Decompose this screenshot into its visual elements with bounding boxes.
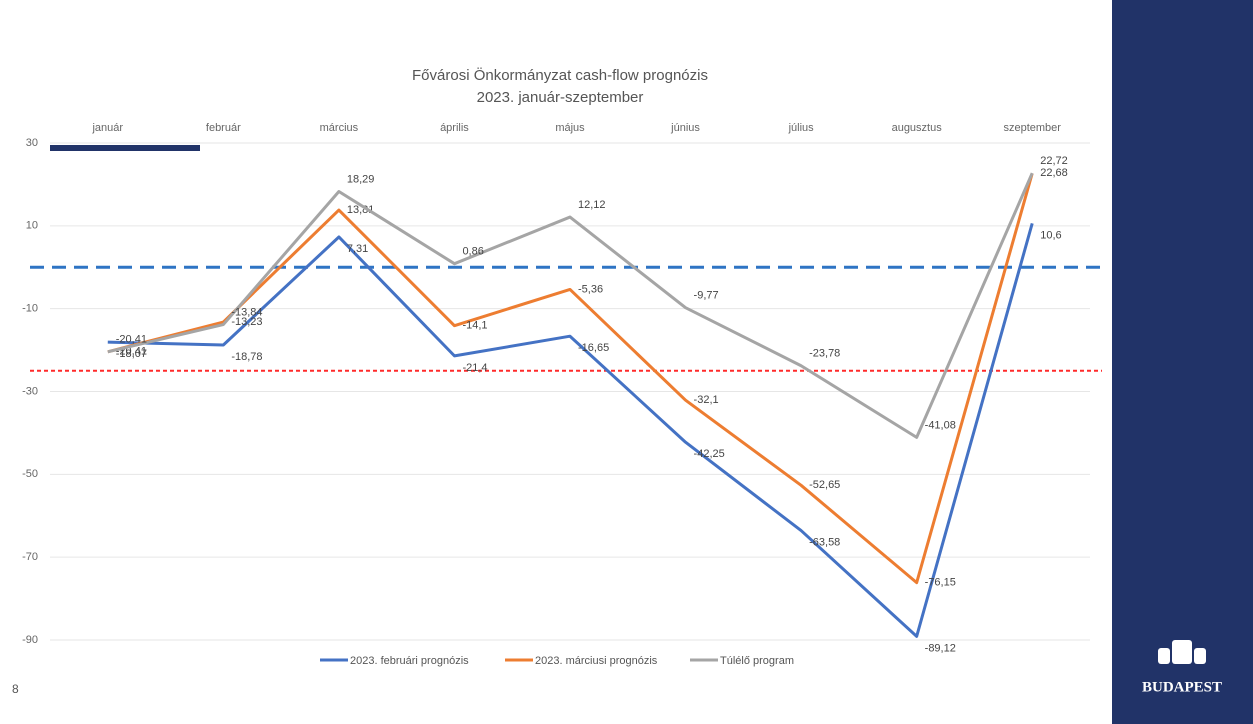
data-label: 0,86 [462,246,483,258]
x-tick-label: február [206,122,241,134]
data-label: -89,12 [925,642,956,654]
y-tick-label: -30 [22,385,38,397]
data-label: -9,77 [694,290,719,302]
data-label: 22,68 [1040,167,1068,179]
x-tick-label: augusztus [892,122,943,134]
series-line [107,222,1034,638]
month-highlight [50,145,200,151]
data-label: 7,31 [347,243,368,255]
x-tick-label: január [91,122,123,134]
data-label: -16,65 [578,342,609,354]
chart-title: Fővárosi Önkormányzat cash-flow prognózi… [412,66,708,84]
data-label: -23,78 [809,348,840,360]
data-label: -18,07 [116,348,147,360]
data-label: -76,15 [925,577,956,589]
x-tick-label: április [440,122,469,134]
data-label: -18,78 [231,351,262,363]
data-label: -21,4 [462,362,487,374]
legend-label: 2023. februári prognózis [350,655,469,667]
side-panel [1112,0,1253,724]
legend-label: Túlélő program [720,655,794,667]
data-label: -32,1 [694,394,719,406]
legend-label: 2023. márciusi prognózis [535,655,658,667]
data-label: -14,1 [462,320,487,332]
y-tick-label: -90 [22,634,38,646]
data-label: -5,36 [578,283,603,295]
x-tick-label: május [555,122,585,134]
x-tick-label: március [320,122,359,134]
y-tick-label: -70 [22,551,38,563]
x-tick-label: június [670,122,700,134]
logo-emblem [1158,640,1206,664]
data-label: -13,23 [231,316,262,328]
data-label: -20,41 [116,334,147,346]
x-tick-label: szeptember [1003,122,1061,134]
series-line [107,172,1034,439]
y-tick-label: 10 [26,220,38,232]
logo-text: BUDAPEST [1142,679,1222,695]
data-label: 18,29 [347,173,375,185]
data-label: 12,12 [578,199,606,211]
data-label: -42,25 [694,448,725,460]
y-tick-label: -10 [22,303,38,315]
data-label: 13,81 [347,204,375,216]
y-tick-label: -50 [22,468,38,480]
chart-subtitle: 2023. január-szeptember [477,89,644,106]
data-label: 22,72 [1040,155,1068,167]
series-line [107,172,1034,585]
x-tick-label: július [788,122,815,134]
data-label: -63,58 [809,536,840,548]
data-label: -13,84 [231,306,262,318]
data-label: -41,08 [925,419,956,431]
data-label: -52,65 [809,479,840,491]
y-tick-label: 30 [26,137,38,149]
data-label: 10,6 [1040,229,1061,241]
page-number: 8 [12,682,19,696]
